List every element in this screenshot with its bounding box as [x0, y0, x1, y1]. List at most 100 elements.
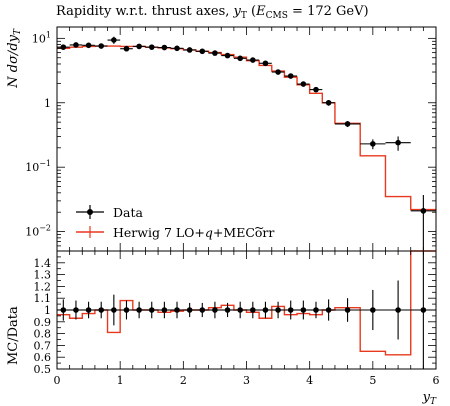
data-point	[107, 36, 121, 44]
ratio-data-point	[94, 301, 108, 319]
ratio-data-point	[183, 302, 196, 318]
x-tick-label: 0	[54, 374, 61, 387]
data-point	[183, 47, 196, 53]
ratio-data-point	[360, 289, 386, 331]
data-point	[385, 136, 411, 151]
ratio-data-point	[385, 280, 411, 340]
data-point	[82, 42, 95, 49]
ratio-data-point	[246, 301, 260, 319]
data-point	[309, 86, 323, 93]
data-point-marker	[73, 42, 79, 48]
ratio-data-marker	[174, 307, 180, 313]
data-point-marker	[287, 73, 294, 79]
ratio-data-point	[271, 301, 285, 319]
ratio-data-marker	[73, 307, 79, 313]
ratio-data-point	[82, 301, 95, 319]
data-point-marker	[148, 44, 155, 50]
legend-data-label: Data	[113, 205, 143, 220]
ratio-data-marker	[325, 307, 332, 313]
ratio-data-marker	[395, 307, 401, 313]
ratio-data-marker	[275, 307, 281, 313]
y-axis-label: N dσ/dyT	[6, 28, 23, 89]
data-point-marker	[212, 50, 218, 56]
data-point-marker	[250, 57, 256, 63]
ratio-data-point	[120, 300, 133, 320]
ratio-y-tick-label: 0.7	[34, 339, 52, 352]
data-point-marker	[224, 52, 231, 59]
main-panel: 10−2 10−1 1 101	[25, 26, 437, 252]
ratio-data-marker	[224, 307, 231, 313]
data-point-marker	[111, 37, 117, 43]
y-tick-label: 10−2	[25, 224, 51, 239]
data-point	[120, 45, 133, 52]
ratio-data-marker	[98, 307, 105, 313]
ratio-y-tick-label: 1.3	[34, 269, 52, 282]
data-point	[132, 43, 146, 50]
data-point-marker	[60, 44, 67, 50]
data-point	[284, 73, 298, 79]
data-point	[158, 44, 171, 51]
y-tick-label: 10−1	[25, 159, 51, 174]
data-point	[233, 55, 247, 62]
main-y-ticks: 10−2 10−1 1 101	[25, 30, 436, 252]
ratio-data-point	[69, 300, 83, 320]
ratio-data-point	[221, 302, 234, 318]
data-point-marker	[85, 42, 92, 49]
data-point-marker	[174, 45, 180, 52]
ratio-data-point	[208, 301, 222, 319]
ratio-data-marker	[123, 307, 130, 313]
ratio-data-marker	[300, 307, 307, 313]
data-point	[94, 43, 108, 49]
mc-step-line	[57, 45, 436, 211]
data-point	[271, 69, 285, 75]
ratio-data-marker	[250, 307, 256, 313]
y-tick-label: 101	[32, 30, 51, 45]
data-point-marker	[199, 48, 206, 55]
ratio-data-marker	[420, 307, 427, 313]
ratio-y-tick-label: 1	[44, 304, 51, 317]
y-tick-label: 1	[44, 97, 51, 110]
ratio-data-marker	[161, 307, 168, 313]
data-point	[297, 81, 310, 87]
ratio-marks	[57, 250, 436, 369]
data-point-marker	[325, 99, 332, 106]
x-tick-label: 6	[433, 374, 440, 387]
ratio-data-point	[170, 301, 184, 319]
x-axis-label: yT	[422, 390, 437, 406]
ratio-data-point	[158, 301, 171, 319]
ratio-x-ticks: 0 1 2 3 4 5 6	[54, 251, 440, 387]
data-point	[69, 42, 83, 48]
ratio-y-ticks: 0.50.60.70.80.911.11.21.31.4	[34, 250, 436, 376]
data-point-marker	[313, 86, 319, 93]
data-point-marker	[370, 141, 376, 147]
legend-mc-label: Herwig 7 LO+q+MECorr	[113, 225, 274, 240]
data-point-marker	[186, 47, 193, 53]
legend-q-tilde: ~	[254, 220, 264, 235]
ratio-data-point	[195, 302, 209, 318]
x-tick-label: 5	[369, 374, 376, 387]
ratio-data-point	[297, 300, 310, 320]
ratio-data-point	[107, 294, 121, 326]
ratio-data-marker	[136, 307, 142, 313]
ratio-y-tick-label: 1.4	[34, 257, 52, 270]
x-tick-label: 1	[117, 374, 124, 387]
data-point-marker	[300, 81, 307, 87]
data-point	[334, 121, 361, 128]
ratio-data-point	[132, 301, 146, 319]
ratio-data-marker	[111, 307, 117, 313]
x-tick-label: 4	[306, 374, 313, 387]
data-point-marker	[161, 44, 168, 51]
ratio-data-marker	[148, 307, 155, 313]
ratio-data-point	[259, 301, 272, 319]
ratio-data-marker	[344, 307, 351, 313]
x-tick-label: 2	[180, 374, 187, 387]
legend-data-marker-dot	[87, 209, 93, 215]
ratio-data-point	[233, 301, 247, 319]
ratio-data-point	[334, 298, 361, 322]
ratio-y-tick-label: 0.5	[34, 363, 52, 376]
data-point	[259, 60, 272, 67]
data-point	[170, 45, 184, 52]
data-point-marker	[420, 208, 427, 214]
